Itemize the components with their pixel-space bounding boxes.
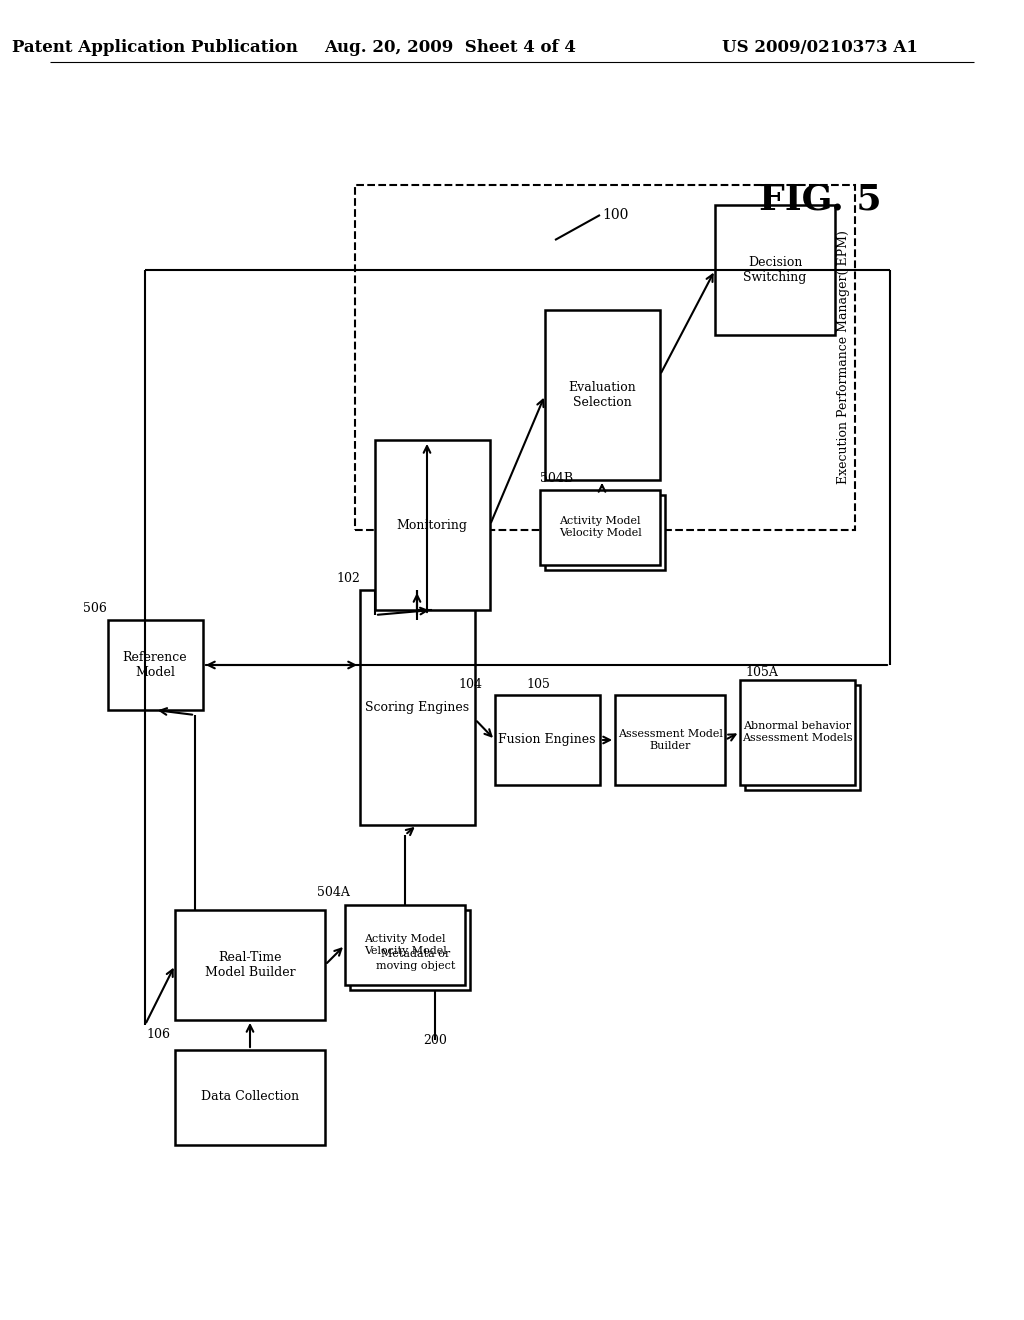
Bar (715, 205, 835, 335)
Text: Abnormal behavior
Assessment Models: Abnormal behavior Assessment Models (741, 721, 852, 743)
Text: 106: 106 (146, 1028, 170, 1041)
Bar (545, 495, 665, 570)
Text: 102: 102 (336, 572, 360, 585)
Bar (615, 696, 725, 785)
Bar (495, 696, 600, 785)
Bar (175, 909, 325, 1020)
Bar (745, 685, 860, 789)
Text: Decision
Switching: Decision Switching (743, 256, 807, 284)
Text: Metadata or
moving object: Metadata or moving object (376, 949, 456, 970)
Text: Patent Application Publication: Patent Application Publication (12, 40, 298, 57)
Text: Activity Model
Velocity Model: Activity Model Velocity Model (364, 935, 446, 956)
Text: US 2009/0210373 A1: US 2009/0210373 A1 (722, 40, 918, 57)
Bar (545, 310, 660, 480)
Text: Scoring Engines: Scoring Engines (365, 701, 469, 714)
Text: Monitoring: Monitoring (396, 519, 468, 532)
Bar (108, 620, 203, 710)
Bar (740, 680, 855, 785)
Bar (345, 906, 465, 985)
Bar (360, 590, 475, 825)
Text: 504A: 504A (317, 887, 350, 899)
Text: Execution Performance Manager( EPM): Execution Performance Manager( EPM) (837, 230, 850, 484)
Text: Evaluation
Selection: Evaluation Selection (568, 381, 636, 409)
Bar (175, 1049, 325, 1144)
Text: 200: 200 (423, 1034, 446, 1047)
Text: 504B: 504B (540, 471, 573, 484)
Text: Activity Model
Velocity Model: Activity Model Velocity Model (559, 516, 641, 537)
Text: Fusion Engines: Fusion Engines (499, 734, 596, 747)
Bar (350, 909, 470, 990)
Text: Real-Time
Model Builder: Real-Time Model Builder (205, 950, 295, 979)
Text: 105A: 105A (745, 665, 778, 678)
Text: Assessment Model
Builder: Assessment Model Builder (617, 729, 723, 751)
Text: 100: 100 (602, 209, 628, 222)
Text: Reference
Model: Reference Model (123, 651, 187, 678)
Text: Data Collection: Data Collection (201, 1090, 299, 1104)
Text: 506: 506 (83, 602, 106, 615)
Bar (540, 490, 660, 565)
Bar (375, 440, 490, 610)
Text: FIG. 5: FIG. 5 (759, 183, 882, 216)
Text: 105: 105 (526, 678, 550, 692)
Text: 104: 104 (458, 678, 482, 692)
Bar (355, 185, 855, 531)
Text: Aug. 20, 2009  Sheet 4 of 4: Aug. 20, 2009 Sheet 4 of 4 (324, 40, 575, 57)
